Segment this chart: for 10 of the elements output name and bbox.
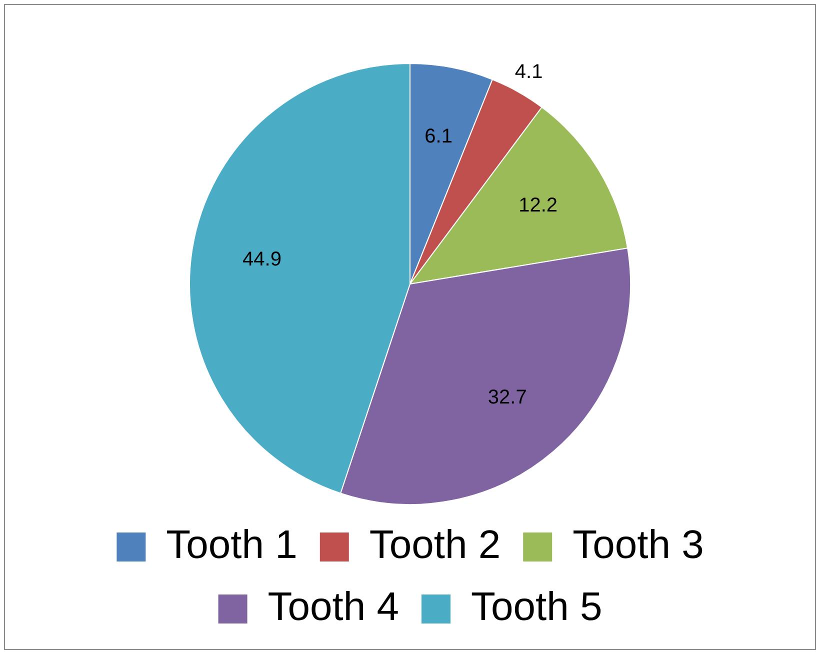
data-label: 12.2 xyxy=(518,194,558,217)
data-label: 44.9 xyxy=(242,248,282,271)
data-label: 4.1 xyxy=(514,61,543,84)
legend-label: Tooth 4 xyxy=(268,585,400,630)
legend-label: Tooth 1 xyxy=(166,523,298,568)
legend-label: Tooth 3 xyxy=(572,523,704,568)
data-label: 6.1 xyxy=(424,125,452,148)
data-label: 32.7 xyxy=(488,386,527,409)
legend-label: Tooth 2 xyxy=(369,523,501,568)
legend-label: Tooth 5 xyxy=(471,585,602,630)
